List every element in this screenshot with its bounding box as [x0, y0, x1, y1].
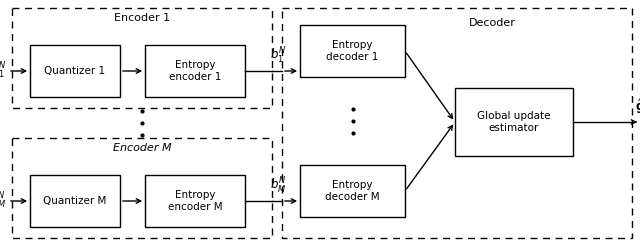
- Bar: [12, 8, 272, 108]
- Text: $b_M^N$: $b_M^N$: [270, 176, 286, 196]
- Text: Entropy
decoder M: Entropy decoder M: [325, 180, 380, 202]
- Bar: [145, 45, 245, 97]
- Bar: [145, 175, 245, 227]
- Text: $\hat{\mathbf{g}}^N$: $\hat{\mathbf{g}}^N$: [635, 97, 640, 116]
- Bar: [30, 45, 120, 97]
- Bar: [300, 165, 405, 217]
- Text: Decoder: Decoder: [468, 18, 515, 28]
- Text: $\mathbf{g}_1^N$: $\mathbf{g}_1^N$: [0, 61, 6, 81]
- Text: $\mathbf{g}_M^N$: $\mathbf{g}_M^N$: [0, 191, 6, 211]
- Text: $b_1^N$: $b_1^N$: [270, 46, 286, 66]
- Text: Global update
estimator: Global update estimator: [477, 111, 551, 133]
- Text: Encoder M: Encoder M: [113, 143, 172, 153]
- Text: Quantizer M: Quantizer M: [44, 196, 107, 206]
- Text: Entropy
decoder 1: Entropy decoder 1: [326, 40, 379, 62]
- Text: Entropy
encoder M: Entropy encoder M: [168, 190, 222, 212]
- Bar: [282, 8, 632, 238]
- Bar: [455, 88, 573, 156]
- Bar: [300, 25, 405, 77]
- Text: Entropy
encoder 1: Entropy encoder 1: [169, 60, 221, 82]
- Bar: [12, 138, 272, 238]
- Text: Quantizer 1: Quantizer 1: [44, 66, 106, 76]
- Bar: [30, 175, 120, 227]
- Text: Encoder 1: Encoder 1: [114, 13, 170, 23]
